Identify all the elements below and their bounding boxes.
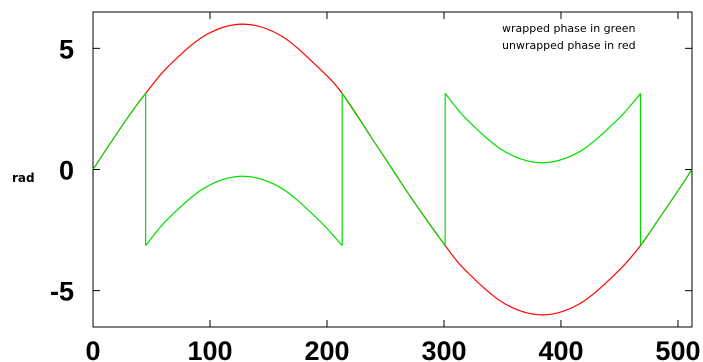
y-tick-label: -5 <box>50 277 74 307</box>
series-layer <box>92 23 693 316</box>
x-tick-label: 100 <box>187 336 232 362</box>
y-tick-label: 5 <box>59 34 74 64</box>
x-tick-label: 500 <box>655 336 700 362</box>
ticks-layer: 0 100 200 300 400 500 5 0 -5 <box>50 12 700 362</box>
series-line-1 <box>92 93 693 246</box>
legend-wrapped: wrapped phase in green <box>502 22 635 35</box>
x-tick-label: 400 <box>538 336 583 362</box>
x-tick-label: 300 <box>421 336 466 362</box>
legend-unwrapped: unwrapped phase in red <box>502 39 636 52</box>
y-tick-label: 0 <box>59 156 74 186</box>
y-axis-label: rad <box>12 171 35 185</box>
x-tick-label: 0 <box>85 336 100 362</box>
x-tick-label: 200 <box>304 336 349 362</box>
